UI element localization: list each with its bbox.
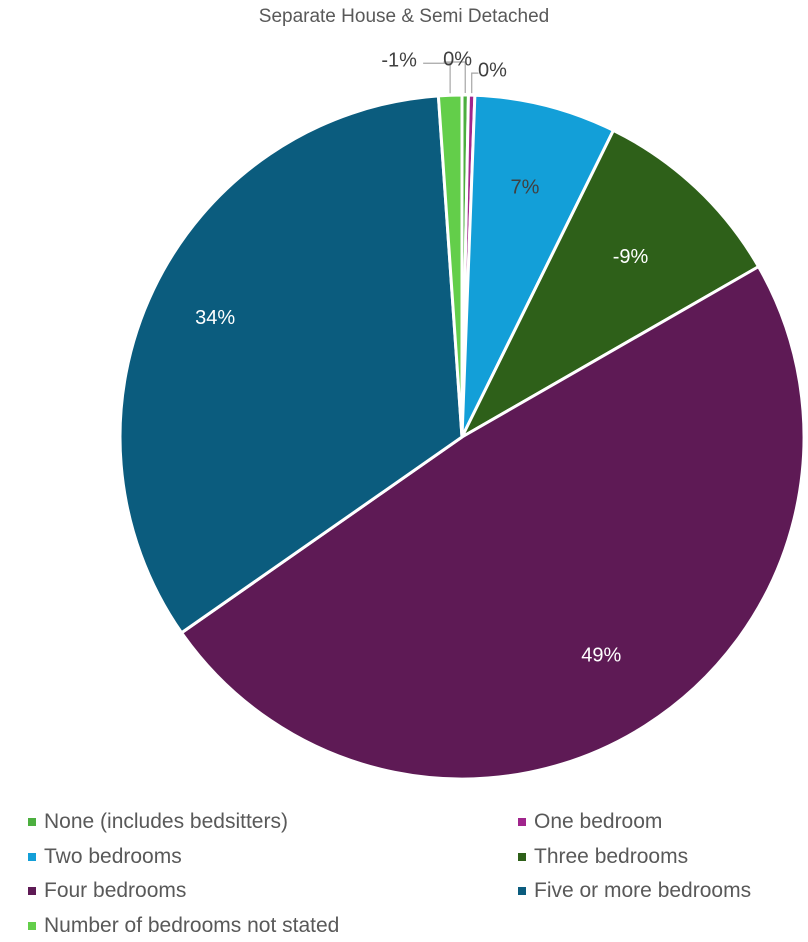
pie-slice-number-of-bedrooms-not-stated	[436, 93, 464, 438]
data-label-number-of-bedrooms-not-stated: -1%	[381, 50, 417, 72]
data-label-four-bedrooms: 49%	[581, 645, 621, 667]
pie-slice-three-bedrooms	[458, 128, 761, 441]
pie-slice-two-bedrooms	[460, 93, 616, 438]
data-label-five-or-more-bedrooms: 34%	[195, 307, 235, 329]
leader-line-none-includes-bedsitters	[443, 61, 466, 94]
data-label-three-bedrooms: -9%	[613, 246, 649, 268]
data-label-two-bedrooms: 7%	[511, 177, 540, 199]
leader-line-number-of-bedrooms-not-stated	[423, 62, 451, 94]
pie-slice-four-bedrooms	[179, 264, 806, 781]
leader-line-one-bedroom	[471, 72, 479, 94]
data-label-one-bedroom: 0%	[478, 59, 507, 81]
data-label-none-includes-bedsitters: 0%	[443, 48, 472, 70]
pie-slice-five-or-more-bedrooms	[118, 94, 464, 635]
chart-title: Separate House & Semi Detached	[258, 6, 550, 27]
